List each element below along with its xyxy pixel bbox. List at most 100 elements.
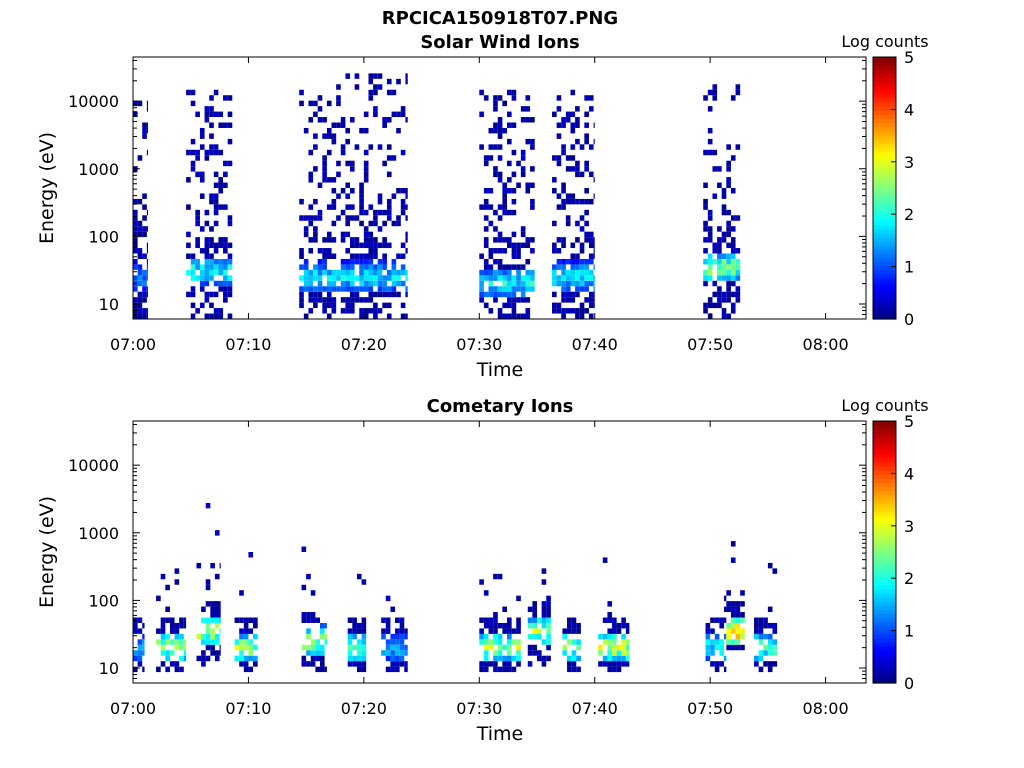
spectrogram-cell — [165, 655, 170, 662]
spectrogram-cell — [306, 661, 311, 667]
spectrogram-cell — [588, 253, 594, 259]
spectrogram-cell — [354, 215, 360, 221]
spectrogram-cell — [368, 144, 374, 150]
spectrogram-cell — [530, 138, 535, 145]
spectrogram-cell — [584, 258, 589, 265]
spectrogram-cell — [196, 633, 202, 640]
spectrogram-cell — [160, 661, 166, 667]
spectrogram-cell — [754, 633, 759, 640]
spectrogram-cell — [317, 264, 323, 270]
colorbar-tick-label: 1 — [904, 622, 914, 641]
spectrogram-cell — [735, 612, 741, 618]
spectrogram-cell — [772, 639, 778, 645]
spectrogram-cell — [511, 666, 517, 673]
spectrogram-cell — [570, 264, 576, 270]
spectrogram-cell — [400, 313, 406, 319]
spectrogram-cell — [607, 666, 613, 673]
spectrogram-cell — [373, 237, 378, 243]
spectrogram-cell — [218, 182, 224, 188]
spectrogram-cell — [616, 655, 622, 662]
spectrogram-cell — [190, 149, 196, 156]
spectrogram-cell — [204, 264, 210, 270]
spectrogram-cell — [317, 275, 323, 281]
spectrogram-cell — [363, 237, 369, 243]
spectrogram-cell — [320, 666, 325, 673]
spectrogram-cell — [516, 661, 521, 667]
colorbar-segment — [873, 102, 896, 107]
spectrogram-cell — [239, 590, 244, 596]
spectrogram-cell — [340, 209, 346, 216]
spectrogram-cell — [248, 655, 254, 662]
spectrogram-cell — [218, 269, 224, 276]
spectrogram-cell — [306, 612, 311, 618]
colorbar-segment — [873, 445, 896, 451]
colorbar-segment — [873, 437, 896, 443]
colorbar-segment — [873, 572, 896, 578]
spectrogram-cell — [373, 253, 378, 259]
colorbar-tick-label: 5 — [904, 412, 914, 431]
spectrogram-cell — [209, 291, 214, 298]
spectrogram-cell — [345, 73, 351, 79]
colorbar-segment — [873, 605, 896, 610]
spectrogram-cell — [137, 280, 143, 287]
spectrogram-cell — [493, 237, 498, 243]
spectrogram-cell — [607, 617, 613, 623]
spectrogram-cell — [621, 639, 626, 645]
spectrogram-cell — [299, 297, 304, 303]
spectrogram-cell — [602, 617, 608, 623]
spectrogram-cell — [400, 209, 406, 216]
spectrogram-cell — [133, 313, 138, 319]
spectrogram-cell — [142, 122, 147, 128]
spectrogram-cell — [142, 297, 147, 303]
spectrogram-cell — [299, 89, 304, 96]
colorbar-segment — [873, 298, 896, 304]
spectrogram-cell — [726, 160, 731, 167]
spectrogram-cell — [363, 264, 369, 270]
spectrogram-cell — [368, 264, 374, 270]
colorbar-segment — [873, 212, 896, 218]
spectrogram-cell — [541, 622, 547, 629]
colorbar-segment — [873, 188, 896, 193]
spectrogram-cell — [174, 568, 180, 574]
spectrogram-cell — [707, 127, 713, 134]
spectrogram-cell — [386, 313, 392, 319]
spectrogram-cell — [707, 231, 713, 238]
spectrogram-cell — [377, 291, 383, 298]
spectrogram-cell — [377, 84, 383, 90]
spectrogram-cell — [584, 138, 589, 145]
colorbar-segment — [873, 662, 896, 668]
spectrogram-cell — [493, 573, 498, 580]
spectrogram-cell — [703, 182, 708, 188]
spectrogram-cell — [516, 650, 521, 656]
spectrogram-cell — [570, 253, 576, 259]
spectrogram-cell — [705, 633, 711, 640]
spectrogram-cell — [142, 280, 147, 287]
spectrogram-cell — [479, 633, 484, 640]
spectrogram-cell — [717, 166, 722, 172]
spectrogram-cell — [493, 275, 498, 281]
spectrogram-cell — [730, 215, 736, 221]
spectrogram-cell — [730, 253, 736, 259]
spectrogram-cell — [223, 248, 228, 254]
spectrogram-cell — [493, 95, 498, 101]
spectrogram-cell — [363, 297, 369, 303]
spectrogram-cell — [308, 308, 314, 314]
spectrogram-cell — [511, 655, 517, 662]
spectrogram-cell — [201, 661, 206, 667]
spectrogram-cell — [712, 280, 718, 287]
spectrogram-cell — [625, 650, 630, 656]
spectrogram-cell — [502, 302, 508, 309]
spectrogram-cell — [483, 291, 489, 298]
spectrogram-cell — [204, 155, 210, 161]
spectrogram-cell — [561, 286, 566, 292]
colorbar-segment — [873, 233, 896, 238]
spectrogram-cell — [223, 160, 228, 167]
spectrogram-cell — [399, 628, 405, 634]
spectrogram-cell — [493, 622, 498, 629]
spectrogram-cell — [579, 198, 585, 205]
spectrogram-cell — [356, 628, 362, 634]
spectrogram-cell — [561, 144, 566, 150]
spectrogram-cell — [483, 160, 489, 167]
spectrogram-cell — [483, 226, 489, 232]
spectrogram-cell — [507, 291, 512, 298]
